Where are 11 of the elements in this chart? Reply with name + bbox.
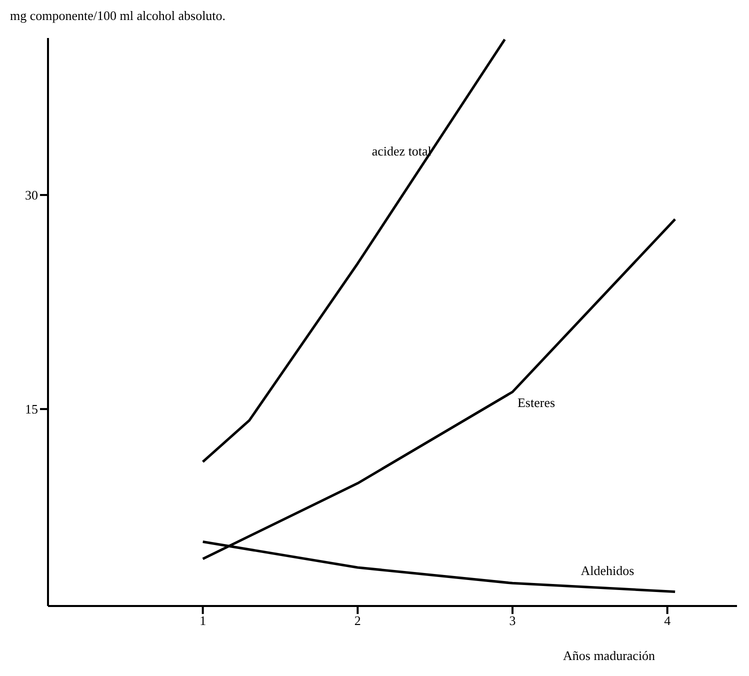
line-series (202, 38, 506, 464)
y-tick-label: 30 (25, 188, 38, 203)
y-axis-title: mg componente/100 ml alcohol absoluto. (10, 8, 226, 24)
y-tick-label: 15 (25, 402, 38, 417)
x-tick-label: 2 (354, 613, 361, 628)
x-tick-label: 4 (664, 613, 672, 628)
series-label: Esteres (517, 394, 556, 410)
x-axis-title: Años maduración (563, 648, 656, 664)
x-tick-label: 3 (509, 613, 516, 628)
series-label: Aldehidos (580, 563, 634, 578)
x-tick-label: 1 (200, 613, 206, 628)
